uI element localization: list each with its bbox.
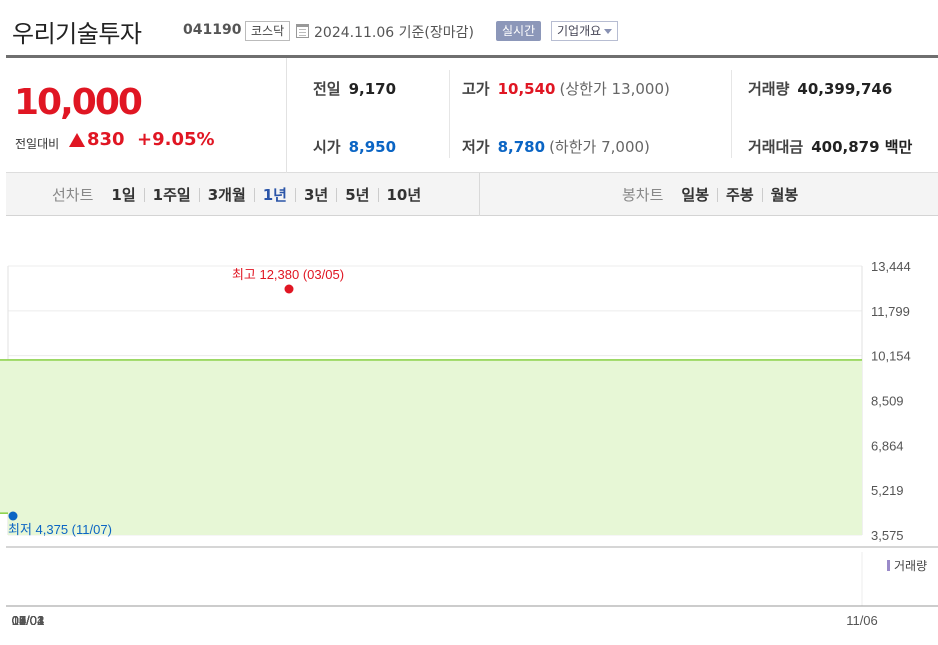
realtime-button[interactable]: 실시간 [496, 21, 542, 41]
x-tick-label: 12/01 [12, 613, 45, 628]
candle-chart-label: 봉차트 [622, 186, 664, 204]
period-option[interactable]: 10년 [386, 186, 422, 204]
separator [717, 187, 719, 202]
quote-panel: 10,000 전일대비 830 +9.05% 전일 9,170 시가 8,950 고… [6, 55, 938, 173]
axis-labels: 13,444 11,799 10,154 8,509 6,864 5,219 3,575 11… [12, 259, 927, 628]
min-label: 최저 4,375 (11/07) [8, 522, 112, 537]
change-label: 전일대비 [15, 137, 60, 151]
prev-close-value: 9,170 [348, 80, 397, 98]
period-option[interactable]: 1주일 [152, 186, 191, 204]
price-fill [0, 359, 862, 535]
y-tick-label: 10,154 [871, 349, 911, 364]
x-tick-label: 05/02 [12, 613, 45, 628]
y-tick-label: 8,509 [871, 394, 904, 409]
volume-legend-label: 거래량 [894, 559, 927, 573]
period-option[interactable]: 5년 [345, 186, 370, 204]
high-cell: 고가 10,540 (상한가 13,000) [462, 78, 670, 99]
up-arrow-icon [69, 133, 85, 147]
volume-cell: 거래량 40,399,746 [748, 78, 892, 99]
max-point [284, 284, 294, 294]
line-chart-periods: 선차트 1일 1주일 3개월 1년 3년 5년 10년 [52, 173, 429, 216]
period-bar: 선차트 1일 1주일 3개월 1년 3년 5년 10년 봉차트 일봉 주봉 월봉 [6, 173, 938, 216]
period-option[interactable]: 월봉 [770, 186, 799, 204]
volume-label: 거래량 [748, 80, 790, 98]
x-tick-label: 11/06 [846, 613, 878, 628]
separator [295, 187, 296, 202]
lower-limit: (하한가 7,000) [549, 138, 650, 156]
separator [143, 187, 145, 202]
x-tick-label: 08/01 [12, 613, 45, 628]
divider [731, 70, 732, 158]
low-cell: 저가 8,780 (하한가 7,000) [462, 136, 650, 157]
prev-close-cell: 전일 9,170 [313, 78, 396, 99]
company-overview-dropdown[interactable]: 기업개요 [551, 21, 619, 41]
y-tick-label: 5,219 [871, 483, 904, 498]
price-area [0, 359, 863, 535]
candle-chart-periods: 봉차트 일봉 주봉 월봉 [622, 173, 806, 216]
change-percent: +9.05% [137, 129, 215, 150]
amount-label: 거래대금 [748, 138, 804, 156]
prev-close-label: 전일 [313, 80, 341, 98]
separator [761, 187, 763, 202]
x-tick-label: 01/02 [12, 613, 45, 628]
line-chart-label: 선차트 [52, 186, 94, 204]
change-amount: 830 [87, 129, 125, 150]
open-cell: 시가 8,950 [313, 136, 396, 157]
volume-value: 40,399,746 [797, 80, 893, 98]
separator [336, 187, 338, 202]
x-tick-label: 04/01 [12, 613, 45, 628]
header: 우리기술투자 041190 코스닥 2024.11.06 기준(장마감) 실시간… [0, 0, 938, 56]
period-option[interactable]: 1년 [262, 186, 287, 204]
max-label: 최고 12,380 (03/05) [232, 267, 344, 282]
y-tick-label: 6,864 [871, 438, 904, 453]
company-overview-label: 기업개요 [557, 24, 602, 38]
separator [198, 187, 200, 202]
open-value: 8,950 [348, 138, 397, 156]
x-tick-label: 02/01 [12, 613, 45, 628]
high-value: 10,540 [497, 80, 556, 98]
x-tick-label: 09/02 [12, 613, 45, 628]
extreme-markers: 최고 12,380 (03/05) 최저 4,375 (11/07) [8, 267, 344, 537]
separator [253, 187, 255, 202]
period-option[interactable]: 3년 [304, 186, 329, 204]
low-value: 8,780 [497, 138, 546, 156]
stock-code: 041190 [183, 22, 242, 38]
divider [449, 70, 450, 158]
current-price: 10,000 [14, 82, 143, 123]
price-box: 10,000 전일대비 830 +9.05% [6, 58, 287, 173]
divider [479, 173, 480, 216]
period-option[interactable]: 일봉 [681, 186, 710, 204]
open-label: 시가 [313, 138, 341, 156]
volume-legend-swatch [887, 560, 890, 571]
separator [377, 187, 379, 202]
x-tick-label: 10/02 [12, 613, 45, 628]
y-tick-label: 3,575 [871, 528, 904, 543]
base-date: 2024.11.06 기준(장마감) [314, 25, 474, 41]
period-option[interactable]: 3개월 [207, 186, 246, 204]
low-label: 저가 [462, 138, 490, 156]
y-tick-label: 11,799 [871, 304, 910, 319]
x-tick-label: 03/04 [12, 613, 45, 628]
amount-cell: 거래대금 400,879 백만 [748, 136, 912, 157]
market-badge: 코스닥 [245, 21, 291, 41]
period-option[interactable]: 1일 [111, 186, 136, 204]
x-tick-label: 07/01 [12, 613, 45, 628]
x-tick-label: 06/03 [12, 613, 45, 628]
min-point [8, 511, 18, 521]
amount-value: 400,879 백만 [811, 138, 913, 156]
upper-limit: (상한가 13,000) [559, 80, 670, 98]
stock-name: 우리기술투자 [12, 20, 142, 48]
period-option[interactable]: 주봉 [726, 186, 754, 204]
y-tick-label: 13,444 [871, 259, 911, 274]
chevron-down-icon [604, 29, 613, 34]
calendar-icon [296, 24, 309, 38]
high-label: 고가 [462, 80, 490, 98]
